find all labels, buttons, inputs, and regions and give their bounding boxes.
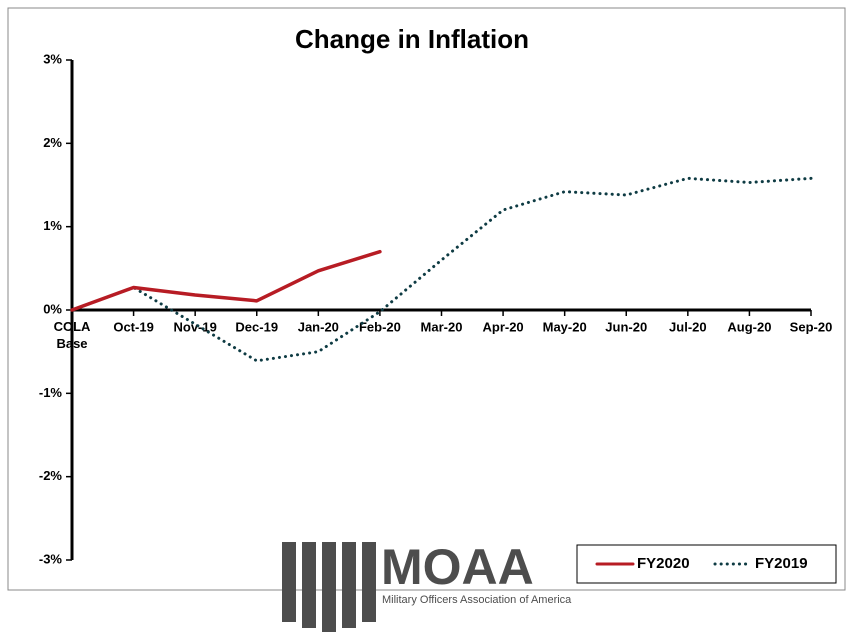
x-tick-label: Nov-19	[173, 319, 216, 334]
logo-bar	[322, 542, 336, 632]
logo-bar	[342, 542, 356, 628]
logo-bar	[302, 542, 316, 628]
logo-bar	[362, 542, 376, 622]
legend-label: FY2019	[755, 555, 808, 572]
x-tick-label: Jun-20	[605, 319, 647, 334]
x-tick-label: Oct-19	[113, 319, 153, 334]
series-line	[70, 176, 813, 363]
x-tick-label: May-20	[543, 319, 587, 334]
x-tick-label: Dec-19	[235, 319, 278, 334]
logo-bar	[282, 542, 296, 622]
x-tick-label: Apr-20	[482, 319, 523, 334]
y-tick-label: 3%	[43, 51, 62, 66]
x-tick-label: COLA Base	[54, 319, 91, 351]
x-tick-label: Mar-20	[421, 319, 463, 334]
logo	[282, 542, 376, 632]
logo-tagline: Military Officers Association of America	[382, 594, 572, 606]
y-tick-label: 0%	[43, 301, 62, 316]
x-tick-label: Aug-20	[727, 319, 771, 334]
chart-border	[7, 7, 846, 591]
x-tick-label: Feb-20	[359, 319, 401, 334]
y-tick-label: -1%	[39, 385, 63, 400]
chart-title: Change in Inflation	[295, 24, 529, 54]
x-tick-label: Jan-20	[298, 319, 339, 334]
y-tick-label: -3%	[39, 551, 63, 566]
x-tick-label: Jul-20	[669, 319, 707, 334]
y-tick-label: 1%	[43, 218, 62, 233]
legend-label: FY2020	[637, 555, 690, 572]
series-line	[70, 249, 382, 312]
logo-name: MOAA	[381, 539, 534, 595]
y-tick-label: 2%	[43, 135, 62, 150]
x-tick-label: Sep-20	[790, 319, 833, 334]
y-tick-label: -2%	[39, 468, 63, 483]
